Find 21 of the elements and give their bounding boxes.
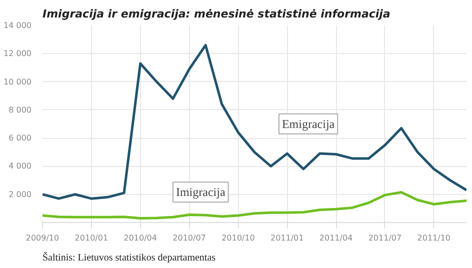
x-tick-label: 2010/04 (124, 234, 157, 242)
x-tick-label: 2010/01 (74, 234, 108, 242)
series-label: Emigracija (282, 116, 336, 131)
x-tick-label: 2010/10 (222, 234, 255, 242)
y-tick-label: 14 000 (4, 21, 32, 30)
y-tick-label: 10 000 (4, 77, 32, 86)
x-tick-label: 2011/10 (417, 234, 450, 242)
y-tick-label: 8 000 (8, 105, 32, 114)
text: Šaltinis: Lietuvos statistikos departamentas (42, 252, 216, 264)
series-label: Imigracija (176, 185, 226, 200)
x-tick-label: 2011/04 (319, 234, 353, 242)
line-series (42, 44, 466, 200)
x-tick-label: 2011/07 (368, 234, 402, 242)
y-tick-label: 2 000 (8, 190, 32, 199)
x-tick-label: 2011/01 (270, 234, 304, 242)
x-tick-label: 2010/07 (172, 234, 206, 242)
y-tick-label: 6 000 (8, 134, 32, 143)
chart-title: Imigracija ir emigracija: mėnesinė statistinė informacija (42, 8, 390, 20)
y-tick-label: 12 000 (4, 49, 32, 58)
y-tick-label: 4 000 (8, 162, 32, 171)
x-tick-label: 2009/10 (26, 234, 60, 242)
